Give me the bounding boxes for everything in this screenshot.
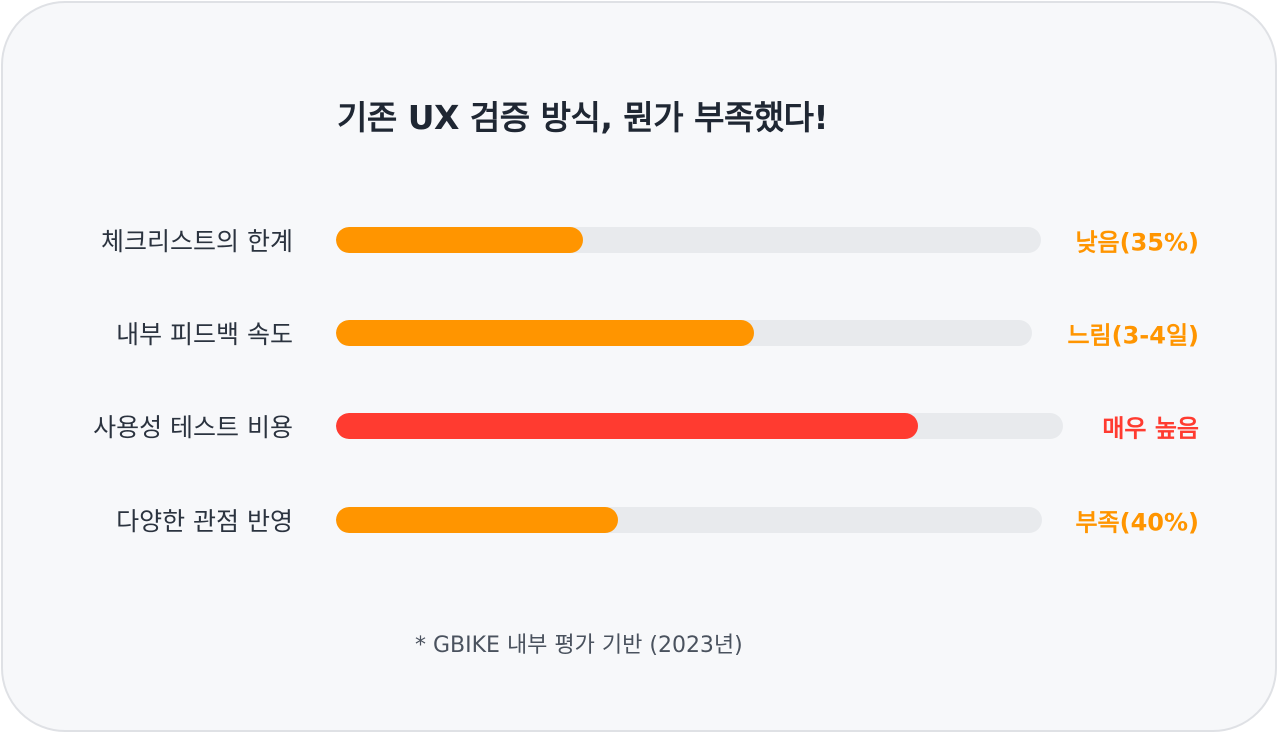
bar-fill <box>336 507 619 533</box>
bar-category-label: 내부 피드백 속도 <box>116 320 293 349</box>
bar-track <box>336 320 1032 346</box>
chart-title: 기존 UX 검증 방식, 뭔가 부족했다! <box>337 98 829 137</box>
bar-track <box>336 227 1041 253</box>
bar-fill <box>336 227 583 253</box>
bar-track <box>336 413 1063 439</box>
bar-value-label: 부족(40%) <box>1075 508 1199 537</box>
bar-value-label: 느림(3-4일) <box>1067 321 1199 350</box>
bar-fill <box>336 413 918 439</box>
bar-category-label: 다양한 관점 반영 <box>116 507 293 536</box>
bar-category-label: 사용성 테스트 비용 <box>93 413 293 442</box>
bar-track <box>336 507 1042 533</box>
bar-fill <box>336 320 754 346</box>
bar-category-label: 체크리스트의 한계 <box>101 227 293 256</box>
bar-value-label: 매우 높음 <box>1102 414 1199 443</box>
footnote: * GBIKE 내부 평가 기반 (2023년) <box>415 633 743 658</box>
bar-value-label: 낮음(35%) <box>1075 228 1199 257</box>
